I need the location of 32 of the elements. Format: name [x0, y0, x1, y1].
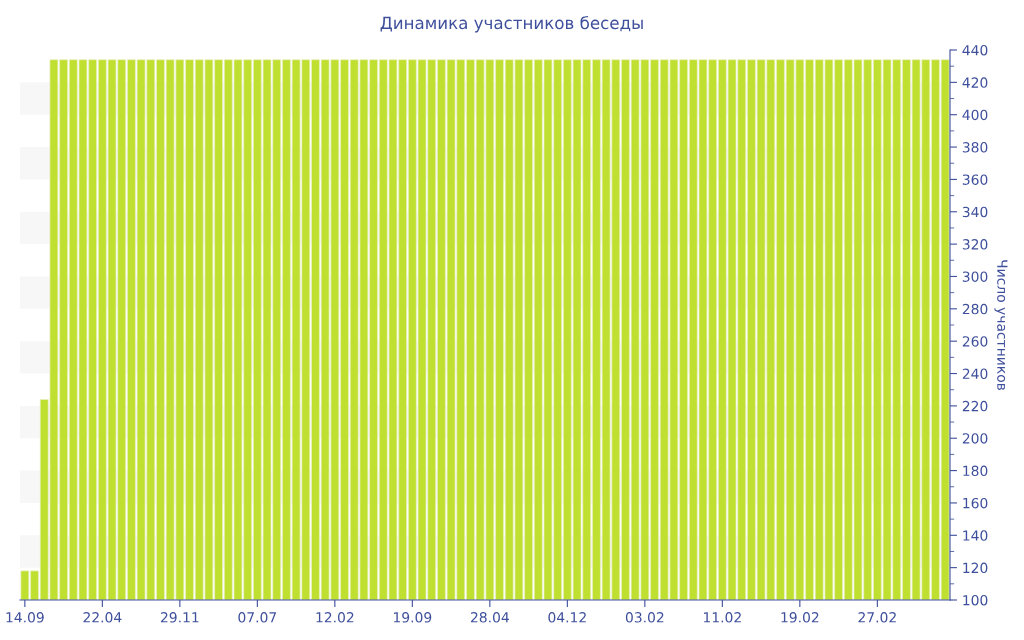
y-tick-label: 240 — [962, 368, 988, 379]
y-tick-label: 180 — [963, 465, 988, 477]
x-tick-label: 04.12 — [548, 612, 586, 623]
x-tick-label: 22.04 — [83, 612, 122, 623]
x-tick-label: 12.02 — [316, 612, 354, 623]
x-tick-label: 27.02 — [858, 612, 896, 623]
x-tick-label: 07.07 — [238, 612, 277, 623]
y-tick-label: 160 — [963, 497, 988, 509]
y-tick-label: 260 — [962, 336, 988, 347]
y-axis-title: Число участников — [994, 260, 1008, 391]
x-tick-label: 14.09 — [6, 612, 44, 623]
y-tick-label: 280 — [962, 303, 988, 315]
y-tick-label: 360 — [962, 174, 988, 185]
x-tick-label: 29.11 — [160, 612, 199, 623]
x-tick-label: 28.04 — [470, 612, 509, 623]
y-tick-label: 120 — [963, 562, 988, 574]
x-tick-label: 03.02 — [625, 612, 664, 623]
y-tick-label: 300 — [962, 271, 988, 282]
y-tick-label: 100 — [963, 594, 988, 606]
y-tick-label: 420 — [962, 77, 988, 88]
y-tick-label: 320 — [962, 239, 988, 250]
x-tick-label: 19.09 — [393, 612, 432, 623]
x-tick-label: 11.02 — [703, 612, 741, 623]
x-tick-label: 19.02 — [781, 612, 819, 623]
y-tick-label: 380 — [962, 142, 988, 153]
y-tick-label: 200 — [962, 433, 988, 444]
y-tick-label: 400 — [962, 109, 988, 121]
y-tick-label: 140 — [963, 530, 988, 541]
y-tick-label: 340 — [962, 206, 988, 218]
y-tick-label: 220 — [962, 400, 988, 412]
y-tick-label: 440 — [962, 44, 988, 56]
chart-title: Динамика участников беседы — [380, 16, 643, 33]
